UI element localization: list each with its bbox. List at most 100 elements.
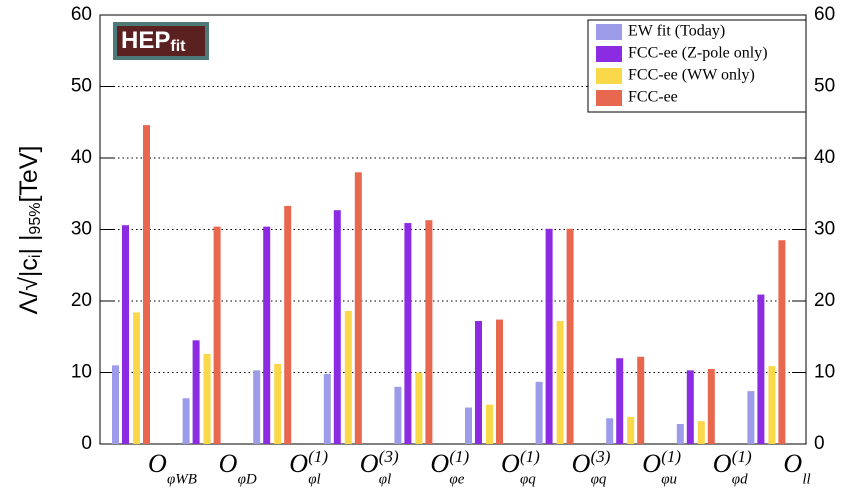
logo-main: HEP: [121, 27, 170, 54]
bar: [697, 421, 705, 444]
category-main: O: [289, 449, 308, 478]
category-sub: φl: [308, 471, 320, 487]
category-main: O: [501, 449, 520, 478]
bar: [274, 363, 282, 444]
category-main: O: [642, 449, 661, 478]
legend-label: FCC-ee (Z-pole only): [628, 45, 768, 62]
bar: [122, 225, 129, 444]
plot-frame: [99, 14, 807, 445]
y2-tick-label: 30: [814, 219, 835, 240]
bar: [425, 220, 433, 444]
bar: [354, 172, 362, 445]
x-tick-label: O (1) φq: [501, 447, 540, 488]
y-tick-label: 10: [71, 362, 92, 383]
bar: [616, 358, 624, 444]
y-tick-label: 0: [81, 433, 92, 454]
x-tick-label: O (1) φl: [289, 447, 328, 488]
bar: [676, 423, 684, 444]
x-tick-label: O (1) φu: [642, 447, 681, 488]
y2-tick-label: 40: [814, 147, 835, 168]
bar: [637, 356, 645, 444]
y-tick-label: 50: [71, 76, 92, 97]
category-sup: (1): [732, 447, 752, 466]
category-main: O: [219, 449, 238, 478]
logo: HEPfit: [113, 22, 209, 60]
bar: [496, 319, 503, 444]
category-sub: φe: [449, 471, 464, 487]
y-label-part: [TeV]: [15, 146, 43, 203]
x-tick-label: O (3) φq: [572, 447, 611, 488]
category-main: O: [713, 449, 732, 478]
bar: [323, 373, 331, 444]
bar: [253, 370, 261, 444]
logo-bg: [117, 26, 205, 56]
x-tick-label: O (3) φl: [360, 447, 399, 488]
bar: [143, 125, 150, 445]
bar: [686, 370, 694, 444]
logo-text: HEPfit: [121, 27, 186, 55]
y-label-part: Λ/√|c: [15, 258, 43, 314]
category-sub: φl: [379, 471, 391, 487]
bar: [394, 386, 402, 444]
category-sub: φu: [661, 471, 677, 487]
category-main: O: [783, 449, 802, 478]
legend-label: EW fit (Today): [628, 23, 725, 40]
bar: [133, 312, 140, 444]
bar: [486, 404, 493, 444]
legend-box: [587, 19, 807, 113]
bar: [213, 226, 221, 444]
category-main: O: [572, 449, 591, 478]
y2-tick-label: 60: [814, 4, 835, 25]
bar: [566, 228, 574, 444]
legend-swatch: [596, 46, 622, 62]
y2-tick-label: 50: [814, 76, 835, 97]
bar: [192, 340, 200, 444]
legend-swatch: [596, 90, 622, 106]
x-tick-label: O (1) φd: [713, 447, 752, 488]
category-sup: (3): [591, 447, 611, 466]
y-tick-label: 60: [71, 4, 92, 25]
bar: [263, 226, 271, 444]
category-main: O: [148, 449, 167, 478]
y-tick-label: 40: [71, 147, 92, 168]
y-tick-label: 20: [71, 290, 92, 311]
y-label-part: i: [27, 255, 44, 259]
legend-swatch: [596, 68, 622, 84]
bar: [545, 228, 553, 444]
category-sub: φq: [520, 471, 536, 487]
bar: [284, 205, 292, 444]
logo-small: fit: [170, 38, 186, 55]
bar: [465, 407, 472, 444]
bar: [606, 418, 614, 444]
bar: [778, 240, 786, 444]
bar: [475, 321, 482, 444]
bar: [747, 391, 755, 444]
legend-swatch: [596, 24, 622, 40]
bar: [112, 365, 119, 444]
bar: [535, 381, 543, 444]
bar: [757, 294, 765, 444]
category-main: O: [430, 449, 449, 478]
bar: [404, 223, 412, 444]
category-sup: (1): [520, 447, 540, 466]
legend-label: FCC-ee (WW only): [628, 67, 755, 84]
category-sub: ll: [802, 471, 810, 487]
y-label-part: 95%: [27, 203, 44, 235]
x-tick-label: O (1) φe: [430, 447, 469, 488]
legend-label: FCC-ee: [628, 89, 678, 106]
x-tick-label: OφD: [219, 449, 257, 487]
y-axis-label: Λ/√|ci| |95%[TeV]: [15, 146, 45, 315]
bar: [768, 366, 776, 444]
y2-tick-label: 0: [814, 433, 825, 454]
bar: [344, 311, 352, 444]
bar: [707, 368, 715, 444]
category-sup: (1): [308, 447, 328, 466]
bar: [203, 353, 211, 444]
bar: [627, 416, 635, 444]
category-sub: φWB: [167, 471, 197, 487]
category-sup: (3): [379, 447, 399, 466]
category-sub: φD: [238, 471, 257, 487]
bar: [333, 210, 341, 444]
category-sub: φq: [591, 471, 607, 487]
